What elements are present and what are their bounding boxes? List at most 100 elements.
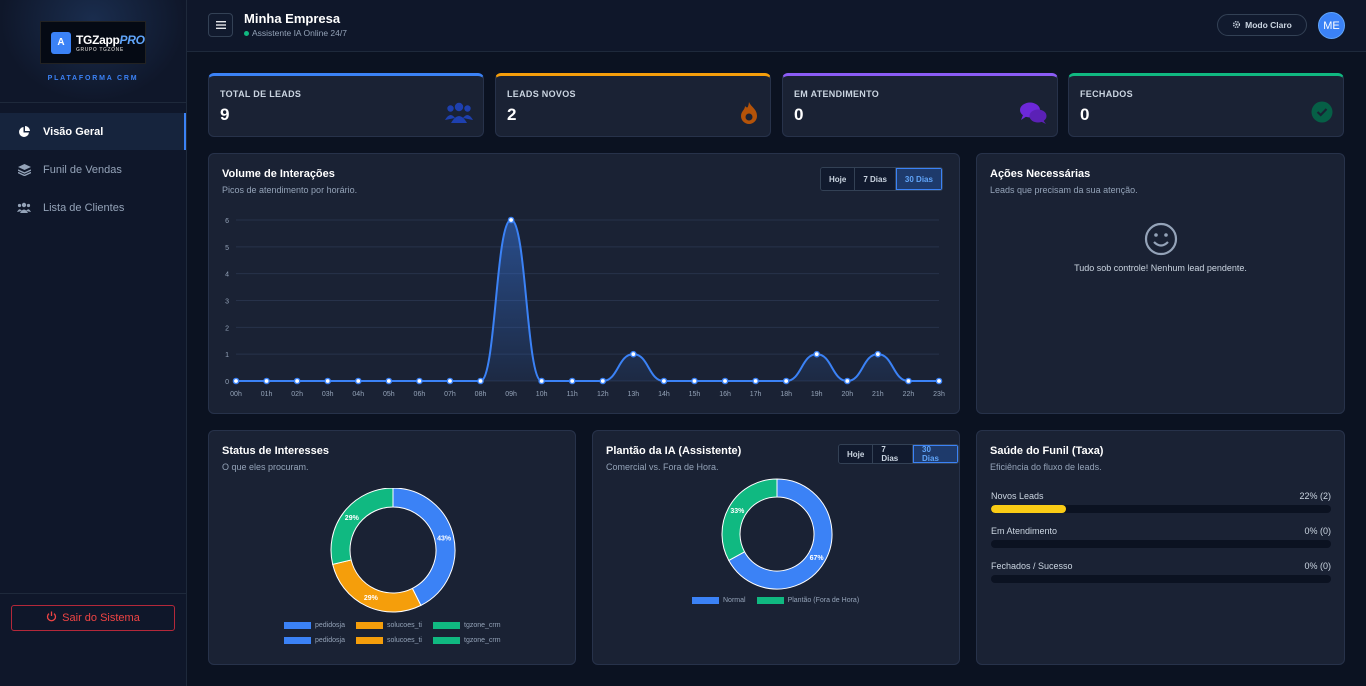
logo[interactable]: A TGZappPRO GRUPO TGZONE: [40, 21, 146, 64]
x-tick-label: 00h: [230, 391, 242, 398]
sidebar-item-label: Lista de Clientes: [43, 201, 125, 214]
legend-item[interactable]: solucoes_ti: [355, 622, 422, 629]
legend-item[interactable]: pedidosja: [284, 622, 345, 629]
slice-label: 29%: [345, 515, 360, 522]
data-point: [538, 377, 545, 385]
panel-subtitle: Eficiência do fluxo de leads.: [990, 462, 1102, 472]
sidebar-item-visao-geral[interactable]: Visão Geral: [0, 113, 186, 150]
interests-panel: Status de Interesses O que eles procuram…: [208, 430, 576, 665]
layers-icon: [17, 163, 31, 177]
panel-subtitle: Comercial vs. Fora de Hora.: [606, 462, 719, 472]
stat-value: 9: [220, 105, 230, 124]
hamburger-icon: [215, 16, 226, 34]
x-tick-label: 01h: [261, 391, 273, 398]
x-tick-label: 10h: [536, 391, 548, 398]
stat-label: EM ATENDIMENTO: [794, 89, 880, 99]
y-tick-label: 1: [225, 352, 229, 359]
filter-hoje[interactable]: Hoje: [839, 445, 874, 463]
progress-track: [991, 575, 1331, 583]
legend-swatch: [756, 597, 784, 604]
users-icon: [17, 201, 31, 215]
y-tick-label: 3: [225, 299, 229, 306]
x-tick-label: 17h: [750, 391, 762, 398]
funnel-panel: Saúde do Funil (Taxa) Eficiência do flux…: [976, 430, 1345, 665]
legend-item[interactable]: tgzone_crm: [433, 622, 501, 629]
legend-item[interactable]: Plantão (Fora de Hora): [756, 597, 859, 604]
stat-label: LEADS NOVOS: [507, 89, 576, 99]
chat-icon: [1019, 101, 1047, 130]
x-tick-label: 05h: [383, 391, 395, 398]
legend-item[interactable]: Normal: [692, 597, 746, 604]
ai-shift-range-filter: Hoje 7 Dias 30 Dias: [838, 444, 959, 464]
filter-7-dias[interactable]: 7 Dias: [855, 168, 896, 190]
funnel-row-value: 0% (0): [1304, 526, 1331, 536]
panel-title: Ações Necessárias: [990, 168, 1091, 180]
data-point: [752, 377, 759, 385]
stat-card-total-leads: TOTAL DE LEADS 9: [208, 73, 484, 137]
stat-label: TOTAL DE LEADS: [220, 89, 302, 99]
x-tick-label: 06h: [414, 391, 426, 398]
panel-title: Volume de Interações: [222, 168, 335, 180]
legend-item[interactable]: tgzone_crm: [433, 637, 501, 644]
filter-30-dias[interactable]: 30 Dias: [895, 168, 942, 190]
sidebar-nav: Visão Geral Funil de Vendas Lista de Cli…: [0, 113, 186, 227]
data-point: [416, 377, 423, 385]
x-tick-label: 08h: [475, 391, 487, 398]
stat-label: FECHADOS: [1080, 89, 1133, 99]
funnel-row-label: Novos Leads: [991, 491, 1044, 501]
topbar: Minha Empresa Assistente IA Online 24/7 …: [187, 0, 1366, 52]
progress-fill: [991, 505, 1066, 513]
sidebar-item-funil[interactable]: Funil de Vendas: [0, 151, 186, 188]
stat-value: 2: [507, 105, 517, 124]
legend-label: Normal: [723, 597, 746, 604]
x-tick-label: 15h: [689, 391, 701, 398]
funnel-row-label: Em Atendimento: [991, 526, 1058, 536]
data-point: [263, 377, 270, 385]
empty-state-text: Tudo sob controle! Nenhum lead pendente.: [1074, 263, 1247, 273]
donut-slice: [330, 488, 394, 565]
progress-track: [991, 540, 1331, 548]
online-dot-icon: [244, 30, 249, 36]
y-tick-label: 4: [225, 272, 229, 279]
filter-30-dias[interactable]: 30 Dias: [913, 445, 958, 463]
brand-caption: PLATAFORMA CRM: [47, 75, 139, 82]
x-tick-label: 03h: [322, 391, 334, 398]
slice-label: 67%: [810, 555, 825, 562]
data-point: [324, 377, 331, 385]
sidebar-item-label: Funil de Vendas: [43, 163, 122, 176]
series-area: [236, 220, 939, 381]
x-tick-label: 23h: [933, 391, 945, 398]
gear-icon: [1232, 20, 1241, 31]
logout-button[interactable]: Sair do Sistema: [11, 605, 175, 631]
stat-card-em-atendimento: EM ATENDIMENTO 0: [782, 73, 1058, 137]
ai-shift-donut-chart: 67% 33%: [721, 478, 833, 590]
sidebar-item-clientes[interactable]: Lista de Clientes: [0, 189, 186, 226]
y-tick-label: 6: [225, 218, 229, 225]
filter-7-dias[interactable]: 7 Dias: [873, 445, 914, 463]
data-point: [507, 216, 515, 224]
user-avatar[interactable]: ME: [1318, 12, 1345, 39]
progress-track: [991, 505, 1331, 513]
legend-item[interactable]: pedidosja: [284, 637, 345, 644]
menu-toggle-button[interactable]: [208, 13, 233, 37]
x-tick-label: 21h: [872, 391, 884, 398]
data-point: [293, 377, 301, 385]
data-point: [568, 377, 576, 385]
power-icon: [46, 611, 57, 625]
data-point: [599, 377, 607, 385]
filter-hoje[interactable]: Hoje: [821, 168, 856, 190]
x-tick-label: 14h: [658, 391, 670, 398]
theme-toggle-button[interactable]: Modo Claro: [1217, 14, 1307, 36]
check-circle-icon: [1311, 101, 1333, 128]
stat-card-fechados: FECHADOS 0: [1068, 73, 1344, 137]
legend-swatch: [355, 637, 383, 644]
company-name: Minha Empresa: [244, 11, 341, 26]
sidebar-item-label: Visão Geral: [43, 125, 104, 138]
data-point: [232, 377, 240, 385]
slice-label: 43%: [437, 535, 452, 542]
legend-item[interactable]: solucoes_ti: [355, 637, 422, 644]
donut-slice: [332, 559, 422, 613]
data-point: [782, 377, 790, 385]
legend-label: solucoes_ti: [386, 622, 422, 629]
data-point: [905, 377, 912, 385]
